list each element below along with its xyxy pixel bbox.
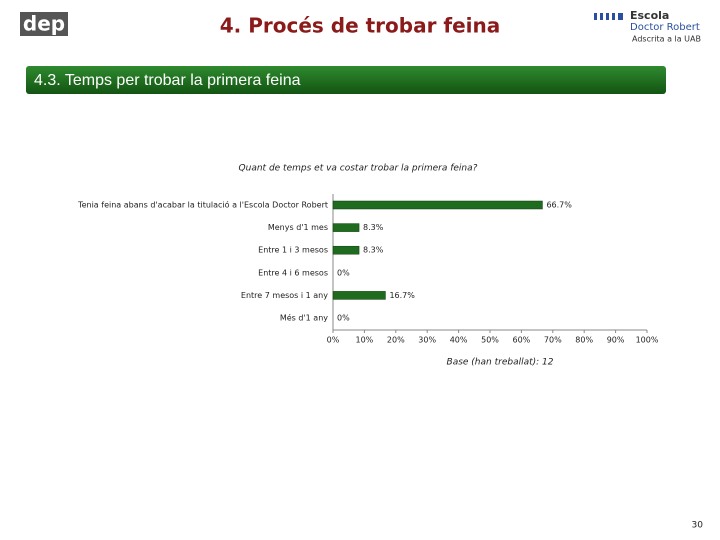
x-tick-label: 90% xyxy=(607,336,625,345)
bar xyxy=(332,223,360,232)
chart-title: Quant de temps et va costar trobar la pr… xyxy=(239,164,478,174)
value-label: 16.7% xyxy=(389,291,415,300)
x-tick-label: 50% xyxy=(481,336,499,345)
section-title: 4.3. Temps per trobar la primera feina xyxy=(34,72,301,89)
x-tick-label: 60% xyxy=(513,336,531,345)
y-tick-label: Menys d'1 mes xyxy=(268,223,328,232)
header-title: 4. Procés de trobar feina xyxy=(220,14,501,38)
x-tick-label: 0% xyxy=(327,336,340,345)
x-tick-label: 80% xyxy=(575,336,593,345)
y-tick-label: Entre 7 mesos i 1 any xyxy=(241,291,328,300)
logo-right-1: Escola xyxy=(630,9,669,22)
y-tick-label: Entre 1 i 3 mesos xyxy=(258,246,328,255)
logo-right-2: Doctor Robert xyxy=(630,22,700,33)
page-number: 30 xyxy=(692,521,704,531)
value-label: 8.3% xyxy=(363,246,384,255)
y-tick-label: Tenia feina abans d'acabar la titulació … xyxy=(77,200,328,210)
logo-left: dep xyxy=(23,12,65,36)
x-tick-label: 20% xyxy=(387,336,405,345)
x-tick-label: 70% xyxy=(544,336,562,345)
logo-box xyxy=(20,12,68,36)
x-tick-label: 100% xyxy=(636,336,659,345)
y-tick-label: Entre 4 i 6 mesos xyxy=(258,268,328,277)
logo-right-3: Adscrita a la UAB xyxy=(632,35,701,44)
bar xyxy=(332,245,360,255)
value-label: 66.7% xyxy=(546,201,572,210)
value-label: 0% xyxy=(337,314,350,323)
section-banner xyxy=(26,66,666,94)
value-label: 0% xyxy=(337,268,350,277)
y-tick-label: Més d'1 any xyxy=(280,313,328,323)
x-tick-label: 30% xyxy=(418,336,436,345)
chart-note: Base (han treballat): 12 xyxy=(447,358,554,368)
bar xyxy=(332,291,386,300)
logo-bars xyxy=(594,13,623,20)
x-tick-label: 40% xyxy=(450,336,468,345)
bar xyxy=(332,200,543,210)
x-tick-label: 10% xyxy=(356,336,374,345)
value-label: 8.3% xyxy=(363,223,384,232)
